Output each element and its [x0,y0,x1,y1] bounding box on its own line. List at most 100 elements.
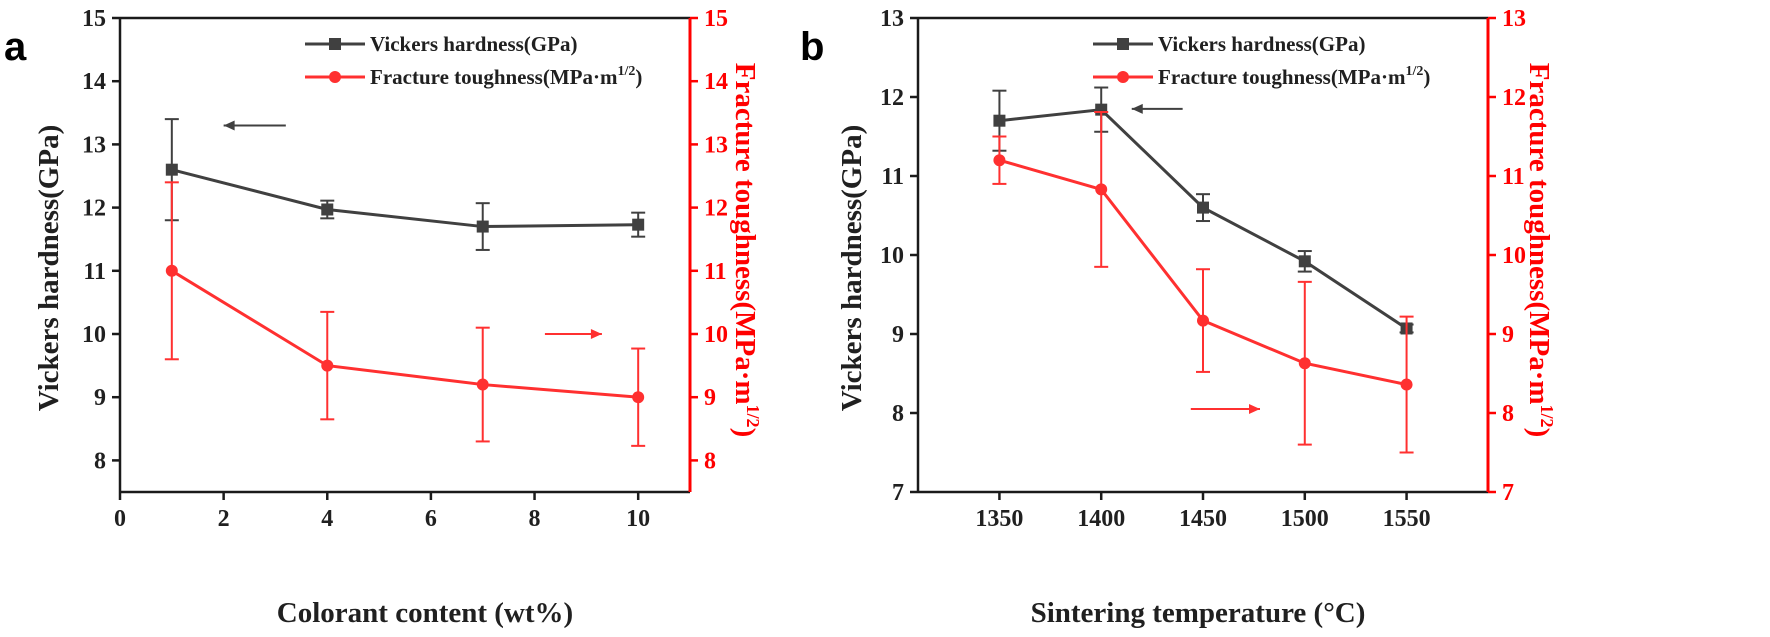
legend-marker-square [329,38,341,50]
legend-item-hardness: Vickers hardness(GPa) [1093,32,1365,56]
toughness-point [1298,357,1311,370]
hardness-series-line [171,168,639,229]
x-axis-title: Sintering temperature (°C) [1031,597,1366,629]
y-left-tick-label: 13 [82,132,106,158]
axes-layer: 0 2 4 6 8 10 8 9 10 11 12 13 14 15 8 9 10 11 12 13 14 15 [82,6,728,532]
y-right-tick-label: 14 [704,69,728,95]
hardness-point [632,218,645,231]
y-right-tick-label: 10 [1502,243,1526,269]
hardness-point [321,203,334,216]
series-layer [164,118,646,447]
y-right-tick-label: 10 [704,322,728,348]
x-axis-title: Colorant content (wt%) [277,597,573,629]
y-axis-right-title: Fracture toughness(MPa·m1/2) [729,63,763,437]
hardness-point [1298,255,1311,268]
y-axis-right-title-close: ) [1523,428,1555,438]
y-left-tick-label: 14 [82,69,106,95]
y-left-tick-label: 12 [880,85,904,111]
y-right-tick-label: 8 [704,448,716,474]
arrow-right-icon [590,329,602,339]
y-left-tick-label: 11 [881,164,904,190]
y-axis-right-title-main: Fracture toughness(MPa·m [729,63,761,405]
y-right-tick-label: 9 [704,385,716,411]
legend-label-toughness-main: Fracture toughness(MPa·m [370,65,618,89]
y-right-tick-label: 13 [1502,6,1526,32]
legend-label-toughness: Fracture toughness(MPa·m1/2) [1158,64,1430,89]
legend-item-toughness: Fracture toughness(MPa·m1/2) [1093,64,1430,89]
toughness-point [476,378,489,391]
panel-label: a [4,25,27,69]
series-layer [992,86,1414,454]
panel-a: a 0 2 4 6 8 10 8 9 10 11 12 13 14 15 8 9 10 11 12 13 14 15 Co… [4,6,763,629]
y-left-tick-label: 8 [94,448,106,474]
x-tick-label: 0 [114,506,126,532]
legend: Vickers hardness(GPa) Fracture toughness… [1093,32,1430,89]
y-right-tick-label: 13 [704,132,728,158]
y-axis-right-title: Fracture toughness(MPa·m1/2) [1523,63,1557,437]
y-axis-right-title-sup: 1/2 [1537,405,1557,428]
y-right-tick-label: 12 [704,196,728,222]
toughness-point [993,154,1006,167]
hardness-point [993,114,1006,127]
x-tick-label: 1550 [1383,506,1431,532]
x-tick-label: 2 [218,506,230,532]
legend-label-hardness: Vickers hardness(GPa) [1158,32,1365,56]
panel-b: b 1350 1400 1450 1500 1550 7 8 9 10 11 12 13 7 8 9 10 11… [800,6,1557,629]
y-right-tick-label: 8 [1502,401,1514,427]
y-axis-left-title: Vickers hardness(GPa) [836,125,868,412]
arrow-left-icon [1131,103,1143,114]
toughness-point [632,391,645,404]
y-left-tick-label: 11 [83,259,106,285]
hardness-point [476,220,489,233]
legend-label-toughness-sup: 1/2 [1406,64,1424,79]
legend-marker-circle [329,71,341,83]
legend: Vickers hardness(GPa) Fracture toughness… [305,32,642,89]
x-tick-label: 1500 [1281,506,1329,532]
y-right-tick-label: 7 [1502,480,1514,506]
y-left-tick-label: 9 [94,385,106,411]
x-tick-label: 10 [626,506,650,532]
y-axis-right-title-close: ) [729,428,761,438]
y-right-tick-label: 11 [704,259,727,285]
legend-label-toughness-tail: ) [1423,65,1430,89]
y-right-tick-label: 11 [1502,164,1525,190]
legend-label-hardness: Vickers hardness(GPa) [370,32,577,56]
x-tick-label: 1450 [1179,506,1227,532]
x-tick-label: 1350 [975,506,1023,532]
legend-label-toughness: Fracture toughness(MPa·m1/2) [370,64,642,89]
hardness-point [1197,201,1209,214]
legend-label-toughness-main: Fracture toughness(MPa·m [1158,65,1406,89]
y-axis-right-title-main: Fracture toughness(MPa·m [1523,63,1555,405]
y-left-tick-label: 8 [892,401,904,427]
y-right-tick-label: 12 [1502,85,1526,111]
x-tick-label: 6 [425,506,437,532]
y-right-tick-label: 15 [704,6,728,32]
y-axis-left-title: Vickers hardness(GPa) [33,125,65,412]
x-tick-label: 4 [321,506,333,532]
y-left-tick-label: 12 [82,196,106,222]
panel-label: b [800,25,824,69]
x-tick-label: 1400 [1077,506,1125,532]
legend-label-toughness-tail: ) [635,65,642,89]
legend-marker-square [1117,38,1129,50]
y-left-tick-label: 15 [82,6,106,32]
axes-layer: 1350 1400 1450 1500 1550 7 8 9 10 11 12 13 7 8 9 10 11 12… [880,6,1526,532]
legend-label-toughness-sup: 1/2 [618,64,636,79]
y-left-tick-label: 7 [892,480,904,506]
arrow-right-icon [1249,404,1260,415]
toughness-point [1400,378,1413,391]
hardness-point [165,163,178,176]
y-left-tick-label: 10 [82,322,106,348]
y-axis-right-title-sup: 1/2 [743,405,763,428]
legend-marker-circle [1117,71,1129,83]
y-left-tick-label: 9 [892,322,904,348]
legend-item-hardness: Vickers hardness(GPa) [305,32,577,56]
x-tick-label: 8 [529,506,541,532]
toughness-series-line [171,269,639,399]
arrow-left-icon [223,120,235,131]
toughness-point [1095,183,1108,196]
toughness-point [165,264,178,277]
y-left-tick-label: 10 [880,243,904,269]
legend-item-toughness: Fracture toughness(MPa·m1/2) [305,64,642,89]
